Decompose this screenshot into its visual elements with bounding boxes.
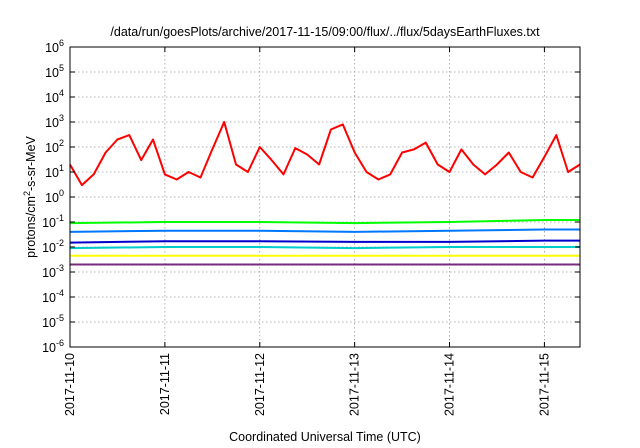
series-line [69, 228, 580, 233]
series-line [69, 219, 580, 225]
y-tick-label: 10-2 [42, 238, 64, 255]
y-tick-label: 106 [45, 38, 64, 55]
x-axis-ticks: 2017-11-10 2017-11-11 2017-11-12 2017-11-13… [63, 47, 551, 416]
series-layer [69, 121, 581, 266]
x-tick-label: 2017-11-14 [443, 353, 457, 416]
y-tick-label: 105 [45, 63, 64, 80]
x-tick-label: 2017-11-15 [537, 353, 551, 416]
y-tick-label: 10-6 [42, 338, 64, 355]
y-tick-label: 103 [45, 113, 64, 130]
grid [70, 47, 580, 347]
y-axis-label: protons/cm2-s-sr-MeV [22, 135, 38, 257]
x-tick-label: 2017-11-10 [63, 353, 77, 416]
x-tick-label: 2017-11-11 [158, 353, 172, 415]
x-axis-label: Coordinated Universal Time (UTC) [229, 430, 421, 444]
series-line [69, 239, 580, 244]
y-tick-label: 10-4 [42, 288, 64, 305]
x-tick-label: 2017-11-12 [253, 353, 267, 416]
y-tick-label: 102 [45, 138, 64, 155]
y-tick-label: 10-1 [42, 213, 64, 230]
y-tick-label: 10-5 [42, 313, 64, 330]
y-tick-label: 101 [45, 163, 64, 180]
x-tick-label: 2017-11-13 [348, 353, 362, 416]
y-axis-ticks: 10-6 10-5 10-4 10-3 10-2 10-1 100 101 102 103 104 1… [42, 38, 580, 355]
chart-title: /data/run/goesPlots/archive/2017-11-15/0… [110, 25, 540, 39]
series-line [69, 246, 580, 250]
y-tick-label: 100 [45, 188, 64, 205]
y-tick-label: 104 [45, 88, 64, 105]
y-tick-label: 10-3 [42, 263, 64, 280]
series-line [69, 121, 581, 187]
